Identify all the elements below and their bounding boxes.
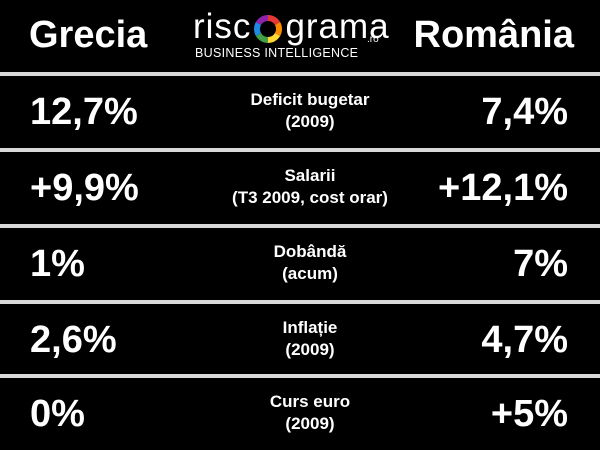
- logo-word-end: grama: [285, 7, 390, 46]
- divider: [0, 374, 600, 378]
- indicator-label-line2: (2009): [285, 340, 335, 359]
- logo-tagline: BUSINESS INTELLIGENCE: [195, 46, 359, 60]
- row-deficit: 12,7% Deficit bugetar (2009) 7,4%: [0, 76, 600, 148]
- romania-value: 4,7%: [481, 319, 568, 361]
- romania-value: +5%: [490, 393, 568, 435]
- logo-tld: .ro: [367, 34, 379, 45]
- logo-ring-segment: [275, 22, 283, 36]
- indicator-label: Curs euro (2009): [150, 391, 470, 435]
- divider: [0, 224, 600, 228]
- indicator-label-line2: (T3 2009, cost orar): [232, 188, 388, 207]
- indicator-label: Dobândă (acum): [150, 241, 470, 285]
- row-interest: 1% Dobândă (acum) 7%: [0, 228, 600, 300]
- greece-value: 1%: [30, 243, 85, 285]
- row-inflation: 2,6% Inflație (2009) 4,7%: [0, 304, 600, 376]
- indicator-label-line1: Inflație: [282, 318, 338, 337]
- divider: [0, 300, 600, 304]
- indicator-label: Inflație (2009): [150, 317, 470, 361]
- logo-ring-segment: [256, 32, 269, 43]
- indicator-label-line1: Salarii: [284, 166, 336, 185]
- country-title-greece: Grecia: [29, 14, 148, 56]
- indicator-label-line2: (2009): [285, 414, 335, 433]
- logo-ring-segment: [268, 15, 281, 26]
- indicator-label-line1: Deficit bugetar: [250, 90, 370, 109]
- row-euro-rate: 0% Curs euro (2009) +5%: [0, 378, 600, 450]
- logo-ring-icon: [254, 15, 283, 43]
- romania-value: +12,1%: [438, 167, 568, 209]
- country-title-romania: România: [413, 14, 574, 56]
- logo-ring-segment: [256, 15, 269, 26]
- romania-value: 7,4%: [481, 91, 568, 133]
- greece-value: 0%: [30, 393, 85, 435]
- greece-value: +9,9%: [30, 167, 139, 209]
- greece-value: 12,7%: [30, 91, 138, 133]
- indicator-label-line1: Curs euro: [269, 392, 351, 411]
- logo: risc grama .ro BUSINESS INTELLIGENCE: [193, 5, 390, 65]
- romania-value: 7%: [513, 243, 568, 285]
- header: Grecia risc grama .ro BUSINESS INTELLIGE…: [0, 0, 600, 72]
- indicator-label-line2: (2009): [285, 112, 335, 131]
- indicator-label: Deficit bugetar (2009): [150, 89, 470, 133]
- logo-ring-segment: [268, 32, 281, 43]
- divider: [0, 72, 600, 76]
- logo-wordmark: risc grama: [193, 5, 390, 49]
- divider: [0, 148, 600, 152]
- indicator-label-line2: (acum): [282, 264, 338, 283]
- logo-ring-segment: [254, 22, 262, 36]
- row-salaries: +9,9% Salarii (T3 2009, cost orar) +12,1…: [0, 152, 600, 224]
- logo-word-start: risc: [193, 7, 252, 46]
- greece-value: 2,6%: [30, 319, 117, 361]
- indicator-label-line1: Dobândă: [273, 242, 347, 261]
- indicator-label: Salarii (T3 2009, cost orar): [150, 165, 470, 209]
